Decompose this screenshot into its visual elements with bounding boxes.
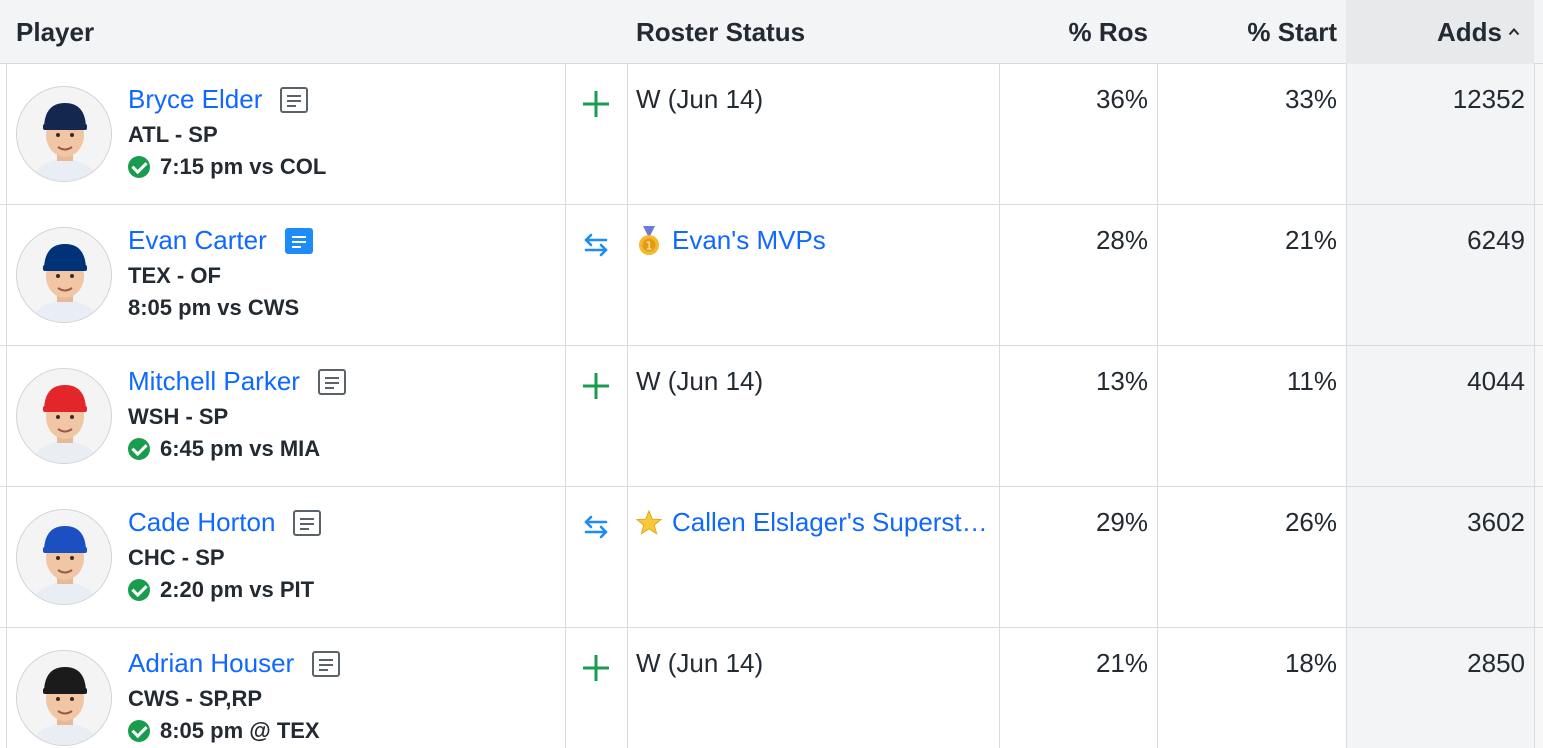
player-name-link[interactable]: Mitchell Parker: [128, 366, 346, 397]
player-notes-icon[interactable]: [284, 227, 313, 254]
table-row: Mitchell Parker WSH - SP 6:45 pm vs MIA …: [0, 346, 1543, 487]
roster-status: W (Jun 14): [636, 648, 764, 678]
pct-start-value: 26%: [1284, 507, 1337, 537]
pct-start-value: 11%: [1286, 366, 1337, 396]
trade-player-icon: [584, 515, 608, 539]
column-divider: [565, 64, 566, 748]
trade-player-icon: [584, 233, 608, 257]
table-row: Cade Horton CHC - SP 2:20 pm vs PIT Call…: [0, 487, 1543, 628]
column-header-pct-ros[interactable]: % Ros: [1068, 16, 1148, 47]
confirmed-check-icon: [128, 720, 150, 742]
adds-value: 4044: [1467, 366, 1525, 396]
fantasy-team-link[interactable]: Evan's MVPs: [672, 225, 826, 255]
fantasy-team-link[interactable]: Callen Elslager's Superstars: [672, 507, 988, 537]
roster-status[interactable]: Callen Elslager's Superstars: [636, 507, 988, 538]
player-name: Cade Horton: [128, 507, 276, 537]
confirmed-check-icon: [128, 156, 150, 178]
add-player-icon: [583, 91, 609, 117]
column-header-adds[interactable]: Adds: [1346, 0, 1534, 64]
pct-ros-value: 13%: [1095, 366, 1148, 396]
confirmed-check-icon: [128, 438, 150, 460]
adds-value: 6249: [1467, 225, 1525, 255]
column-header-adds-label: Adds: [1437, 16, 1502, 47]
game-time: 7:15 pm vs COL: [160, 154, 327, 179]
player-game-info: 6:45 pm vs MIA: [128, 436, 320, 462]
game-time: 2:20 pm vs PIT: [160, 577, 315, 602]
table-row: Bryce Elder ATL - SP 7:15 pm vs COL W (J…: [0, 64, 1543, 205]
game-time: 8:05 pm @ TEX: [160, 718, 320, 743]
player-name-link[interactable]: Bryce Elder: [128, 84, 309, 115]
column-header-player[interactable]: Player: [16, 16, 95, 47]
player-action-button[interactable]: [578, 509, 614, 545]
pct-start-value: 18%: [1284, 648, 1337, 678]
add-player-icon: [583, 655, 609, 681]
player-action-button[interactable]: [578, 650, 614, 686]
pct-start-value: 33%: [1284, 84, 1337, 114]
player-avatar[interactable]: [16, 227, 112, 323]
player-name: Bryce Elder: [128, 84, 263, 114]
player-team-position: CWS - SP,RP: [128, 686, 263, 711]
game-time: 6:45 pm vs MIA: [160, 436, 321, 461]
player-action-button[interactable]: [578, 368, 614, 404]
column-divider: [999, 64, 1000, 748]
column-header-roster-status[interactable]: Roster Status: [636, 16, 806, 47]
player-notes-icon[interactable]: [293, 509, 322, 536]
player-name-link[interactable]: Cade Horton: [128, 507, 322, 538]
player-avatar[interactable]: [16, 509, 112, 605]
player-name-link[interactable]: Adrian Houser: [128, 648, 341, 679]
star-icon: [636, 509, 662, 535]
player-team-position: CHC - SP: [128, 545, 225, 570]
table-header: Player Roster Status % Ros % Start Adds: [0, 0, 1543, 64]
pct-ros-value: 28%: [1095, 225, 1148, 255]
player-action-button[interactable]: [578, 86, 614, 122]
roster-status: W (Jun 14): [636, 84, 764, 114]
left-edge: [0, 64, 7, 748]
scroll-edge: [1534, 64, 1543, 748]
game-time: 8:05 pm vs CWS: [128, 295, 300, 320]
player-team-position: WSH - SP: [128, 404, 229, 429]
column-divider: [1157, 64, 1158, 748]
player-name: Mitchell Parker: [128, 366, 300, 396]
player-avatar[interactable]: [16, 86, 112, 182]
column-header-pct-start[interactable]: % Start: [1247, 16, 1337, 47]
player-game-info: 7:15 pm vs COL: [128, 154, 326, 180]
player-name: Adrian Houser: [128, 648, 295, 678]
pct-ros-value: 29%: [1095, 507, 1148, 537]
player-notes-icon[interactable]: [312, 650, 341, 677]
roster-status[interactable]: 1 Evan's MVPs: [636, 225, 826, 256]
adds-value: 2850: [1467, 648, 1525, 678]
player-game-info: 2:20 pm vs PIT: [128, 577, 314, 603]
player-avatar[interactable]: [16, 368, 112, 464]
table-row: Adrian Houser CWS - SP,RP 8:05 pm @ TEX …: [0, 628, 1543, 748]
column-divider: [627, 64, 628, 748]
adds-value: 12352: [1452, 84, 1525, 114]
sort-ascending-icon: [1508, 28, 1520, 36]
svg-text:1: 1: [646, 239, 653, 252]
player-name: Evan Carter: [128, 225, 267, 255]
roster-status: W (Jun 14): [636, 366, 764, 396]
pct-ros-value: 36%: [1095, 84, 1148, 114]
table-row: Evan Carter TEX - OF 8:05 pm vs CWS 1 Eva…: [0, 205, 1543, 346]
column-divider: [1346, 64, 1347, 748]
adds-column-bg: [1346, 64, 1534, 748]
player-team-position: ATL - SP: [128, 122, 218, 147]
player-game-info: 8:05 pm @ TEX: [128, 718, 320, 744]
player-action-button[interactable]: [578, 227, 614, 263]
player-notes-icon[interactable]: [280, 86, 309, 113]
confirmed-check-icon: [128, 579, 150, 601]
player-notes-icon[interactable]: [317, 368, 346, 395]
player-game-info: 8:05 pm vs CWS: [128, 295, 299, 321]
add-player-icon: [583, 373, 609, 399]
player-avatar[interactable]: [16, 650, 112, 746]
player-team-position: TEX - OF: [128, 263, 221, 288]
adds-value: 3602: [1467, 507, 1525, 537]
pct-ros-value: 21%: [1095, 648, 1148, 678]
medal-icon: 1: [639, 225, 659, 255]
pct-start-value: 21%: [1284, 225, 1337, 255]
player-name-link[interactable]: Evan Carter: [128, 225, 313, 256]
